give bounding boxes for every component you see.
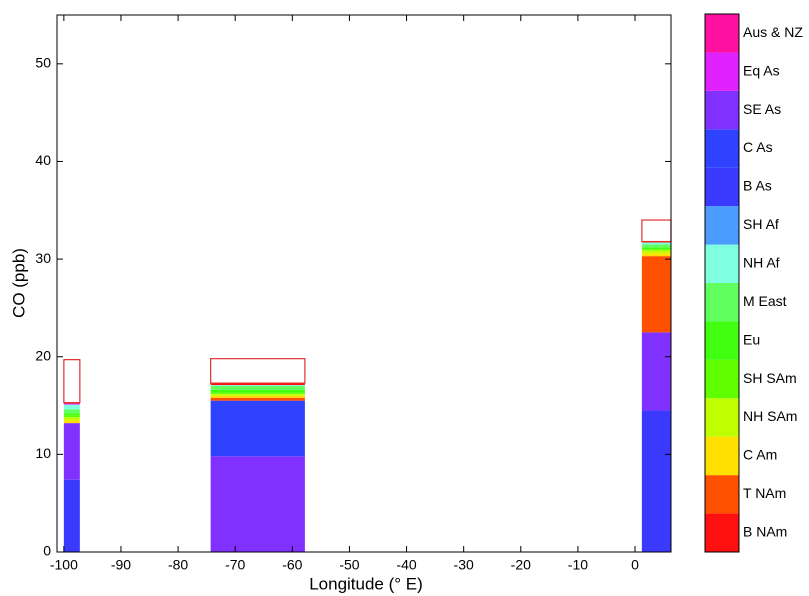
legend-label: B As bbox=[743, 178, 772, 194]
x-axis-label: Longitude (° E) bbox=[309, 574, 423, 593]
legend-swatch bbox=[705, 129, 739, 168]
x-tick-label: -40 bbox=[396, 557, 416, 573]
bar-segment bbox=[210, 385, 305, 387]
bar-segment bbox=[641, 256, 671, 333]
bar-segment bbox=[63, 413, 80, 416]
legend-swatch bbox=[705, 321, 739, 360]
bar-segment bbox=[641, 332, 671, 411]
legend-label: SH Af bbox=[743, 216, 779, 232]
legend-frame bbox=[704, 13, 740, 553]
bar-segment bbox=[210, 392, 305, 394]
bar-segment bbox=[641, 247, 671, 250]
legend-label: T NAm bbox=[743, 485, 786, 501]
bar-segment bbox=[63, 404, 80, 410]
observed-box bbox=[63, 359, 81, 404]
legend-label: B NAm bbox=[743, 523, 787, 539]
y-tick-label: 0 bbox=[43, 543, 51, 559]
y-tick-label: 40 bbox=[35, 152, 51, 168]
y-tick-label: 20 bbox=[35, 347, 51, 363]
y-tick-label: 30 bbox=[35, 250, 51, 266]
legend-swatch bbox=[705, 436, 739, 476]
legend-label: NH Af bbox=[743, 254, 780, 270]
bar-segment bbox=[63, 409, 80, 414]
x-tick-label: -70 bbox=[225, 557, 245, 573]
bar-segment bbox=[63, 423, 80, 480]
legend-swatch bbox=[705, 90, 739, 130]
bar-segment bbox=[210, 383, 305, 386]
legend-swatch bbox=[705, 513, 739, 552]
legend-swatch bbox=[705, 283, 739, 322]
bar-segment bbox=[210, 395, 305, 398]
bar-segment bbox=[641, 249, 671, 251]
bar-segment bbox=[641, 253, 671, 257]
bar-segment bbox=[210, 393, 305, 396]
legend-label: Eu bbox=[743, 331, 760, 347]
bar-segment bbox=[63, 417, 80, 421]
bar-segment bbox=[63, 403, 80, 405]
bar-segment bbox=[641, 410, 671, 552]
legend-label: M East bbox=[743, 293, 787, 309]
legend-swatch bbox=[705, 167, 739, 207]
x-tick-label: 0 bbox=[631, 557, 639, 573]
plot-area bbox=[57, 15, 671, 552]
x-tick-label: -60 bbox=[282, 557, 302, 573]
legend-label: SE As bbox=[743, 101, 781, 117]
legend-swatch bbox=[705, 52, 739, 91]
bar-segment bbox=[63, 420, 80, 424]
legend-label: NH SAm bbox=[743, 408, 797, 424]
x-tick-label: -30 bbox=[454, 557, 474, 573]
bar-segment bbox=[641, 242, 671, 245]
legend-swatch bbox=[705, 14, 739, 53]
bar-segment bbox=[63, 479, 80, 552]
y-tick-label: 10 bbox=[35, 445, 51, 461]
bar-segment bbox=[641, 244, 671, 248]
legend-swatch bbox=[705, 475, 739, 514]
x-tick-label: -50 bbox=[339, 557, 359, 573]
legend-swatch bbox=[705, 206, 739, 245]
bar-segment bbox=[63, 415, 80, 418]
bar-segment bbox=[210, 389, 305, 393]
x-tick-label: -90 bbox=[111, 557, 131, 573]
y-tick-label: 50 bbox=[35, 55, 51, 71]
legend-label: C As bbox=[743, 139, 773, 155]
legend-label: SH SAm bbox=[743, 370, 797, 386]
bar-segment bbox=[641, 250, 671, 254]
legend-label: C Am bbox=[743, 447, 777, 463]
observed-box bbox=[210, 358, 306, 384]
bar-segment bbox=[210, 456, 305, 552]
plot-frame bbox=[56, 14, 672, 553]
y-axis-label: CO (ppb) bbox=[9, 248, 28, 318]
x-tick-label: -10 bbox=[568, 557, 588, 573]
bar-segment bbox=[210, 397, 305, 401]
legend-swatch bbox=[705, 398, 739, 437]
x-tick-label: -100 bbox=[50, 557, 78, 573]
legend-swatch bbox=[705, 359, 739, 399]
bar-segment bbox=[210, 386, 305, 390]
x-tick-label: -20 bbox=[511, 557, 531, 573]
legend-swatch bbox=[705, 244, 739, 283]
x-tick-label: -80 bbox=[168, 557, 188, 573]
legend-label: Eq As bbox=[743, 62, 780, 78]
bar-segment bbox=[210, 400, 305, 457]
legend-label: Aus & NZ bbox=[743, 24, 803, 40]
